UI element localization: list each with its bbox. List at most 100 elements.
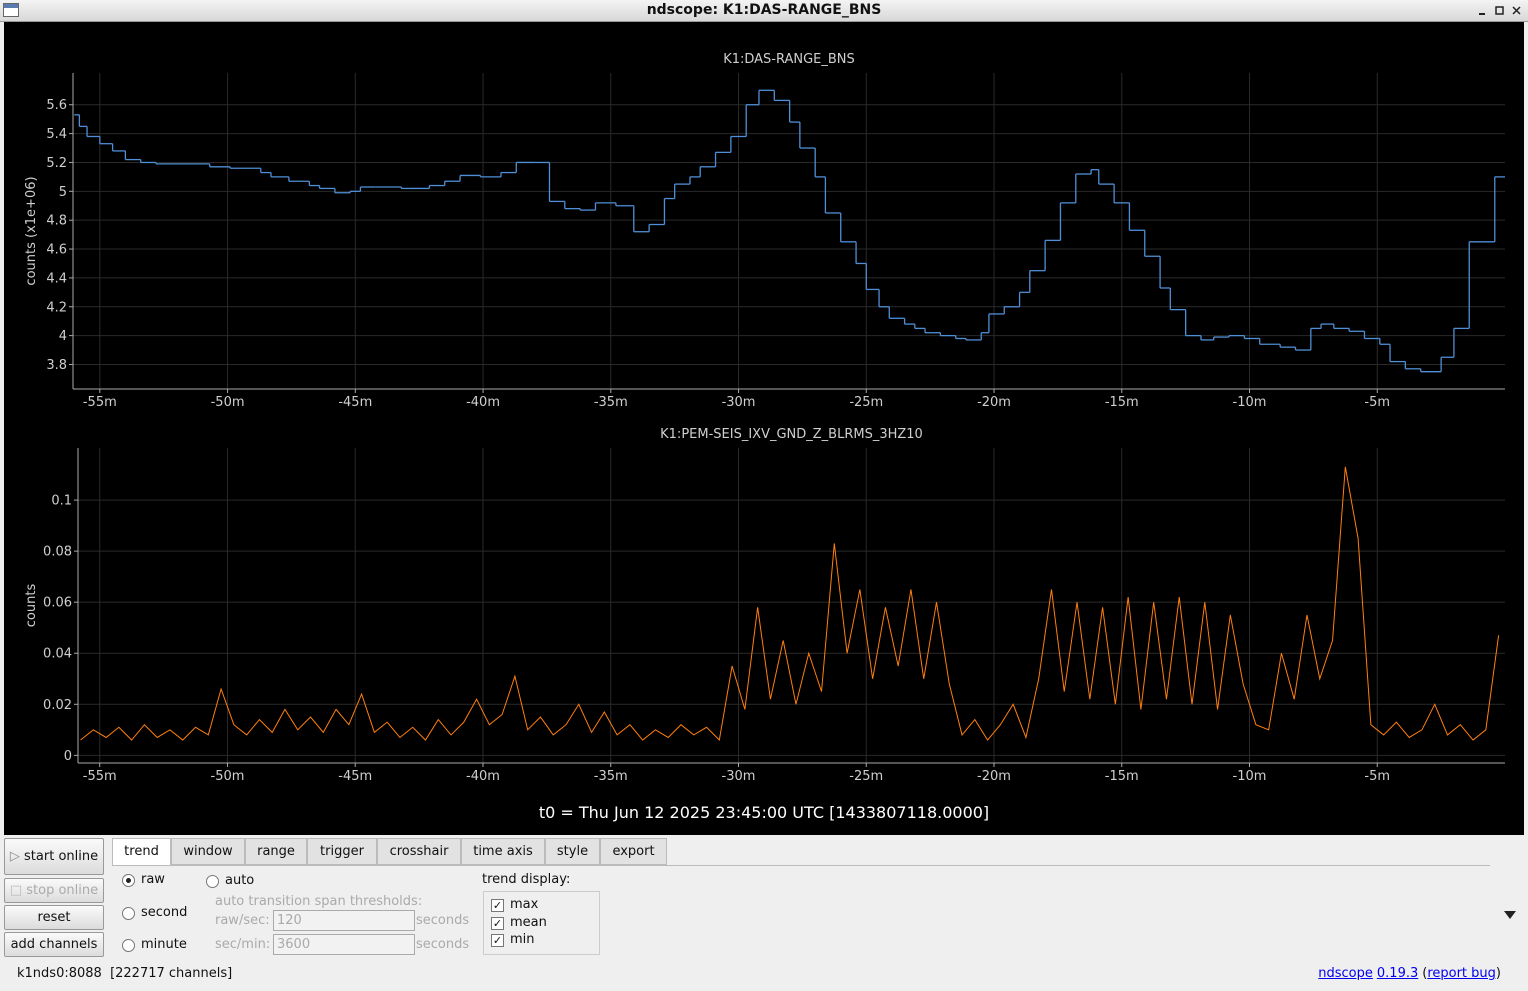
x-tick-label: -45m xyxy=(338,395,372,410)
y-tick-label: 4.4 xyxy=(46,271,67,286)
tab[interactable]: window xyxy=(171,838,245,865)
threshold-input[interactable]: 3600 xyxy=(273,934,415,955)
tab[interactable]: export xyxy=(600,838,667,865)
x-tick-label: -40m xyxy=(466,769,500,784)
tab[interactable]: time axis xyxy=(461,838,545,865)
y-tick-label: 0.1 xyxy=(51,494,72,509)
y-tick-label: 4.6 xyxy=(46,243,67,258)
x-tick-label: -5m xyxy=(1364,769,1390,784)
trend-display-box xyxy=(483,891,600,955)
y-tick-label: 0 xyxy=(64,749,72,764)
x-tick-label: -20m xyxy=(977,395,1011,410)
link[interactable]: 0.19.3 xyxy=(1376,966,1419,981)
about-line: ndscope 0.19.3 (report bug) xyxy=(1318,966,1501,981)
x-tick-label: -15m xyxy=(1105,769,1139,784)
window-title: ndscope: K1:DAS-RANGE_BNS xyxy=(646,2,882,18)
threshold-label: raw/sec: xyxy=(215,913,270,928)
x-tick-label: -15m xyxy=(1105,395,1139,410)
checkbox[interactable]: ✓ xyxy=(491,917,504,930)
y-tick-label: 4 xyxy=(59,329,67,344)
y-tick-label: 5 xyxy=(59,185,67,200)
expand-arrow[interactable] xyxy=(1503,910,1517,920)
x-tick-label: -35m xyxy=(594,395,628,410)
about-text: ( xyxy=(1422,966,1428,981)
x-tick-label: -10m xyxy=(1233,769,1267,784)
status-text: k1nds0:8088 [222717 channels] xyxy=(17,966,233,981)
x-tick-label: -50m xyxy=(211,769,245,784)
radio-label: raw xyxy=(141,872,165,887)
tab[interactable]: range xyxy=(245,838,307,865)
y-tick-label: 0.06 xyxy=(43,596,72,611)
window-icon xyxy=(3,3,19,17)
plot-title: K1:DAS-RANGE_BNS xyxy=(723,52,855,67)
x-tick-label: -50m xyxy=(211,395,245,410)
radio[interactable] xyxy=(206,875,219,888)
t0-label: t0 = Thu Jun 12 2025 23:45:00 UTC [14338… xyxy=(539,803,989,822)
threshold-input[interactable]: 120 xyxy=(273,910,415,931)
x-tick-label: -35m xyxy=(594,769,628,784)
x-tick-label: -25m xyxy=(849,395,883,410)
y-tick-label: 4.8 xyxy=(46,214,67,229)
checkbox[interactable]: ✓ xyxy=(491,934,504,947)
button-label: add channels xyxy=(10,937,98,952)
threshold-unit: seconds xyxy=(416,913,470,928)
x-tick-label: -10m xyxy=(1233,395,1267,410)
tab[interactable]: trend xyxy=(112,838,171,865)
tab[interactable]: crosshair xyxy=(377,838,461,865)
y-axis-label: counts (x1e+06) xyxy=(24,176,39,285)
y-tick-label: 5.2 xyxy=(46,156,67,171)
tab-rule xyxy=(112,865,1490,866)
y-tick-label: 5.6 xyxy=(46,98,67,113)
link[interactable]: ndscope xyxy=(1318,966,1373,981)
radio-label: minute xyxy=(141,937,187,952)
x-tick-label: -30m xyxy=(722,769,756,784)
radio-label: second xyxy=(141,905,188,920)
trend-display-title: trend display: xyxy=(482,872,571,887)
y-tick-label: 0.08 xyxy=(43,545,72,560)
x-tick-label: -5m xyxy=(1364,395,1390,410)
threshold-unit: seconds xyxy=(416,937,470,952)
checkbox-label: mean xyxy=(510,915,547,930)
radio[interactable] xyxy=(122,907,135,920)
checkbox-label: max xyxy=(510,897,539,912)
reset-button[interactable]: reset xyxy=(4,905,104,930)
y-tick-label: 0.02 xyxy=(43,698,72,713)
x-tick-label: -55m xyxy=(83,769,117,784)
stop-online-button[interactable]: □ stop online xyxy=(4,878,104,903)
button-label: start online xyxy=(24,849,99,864)
x-tick-label: -45m xyxy=(338,769,372,784)
y-tick-label: 5.4 xyxy=(46,127,67,142)
add-channels-button[interactable]: add channels xyxy=(4,932,104,957)
step-riser xyxy=(78,90,1496,372)
x-tick-label: -55m xyxy=(83,395,117,410)
checkbox[interactable]: ✓ xyxy=(491,899,504,912)
button-label: reset xyxy=(37,910,71,925)
x-tick-label: -20m xyxy=(977,769,1011,784)
checkbox-label: min xyxy=(510,932,535,947)
x-tick-label: -25m xyxy=(849,769,883,784)
plot-area: t0 = Thu Jun 12 2025 23:45:00 UTC [14338… xyxy=(4,22,1524,835)
radio-label: auto xyxy=(225,873,255,888)
tab[interactable]: trigger xyxy=(307,838,377,865)
y-tick-label: 3.8 xyxy=(46,358,67,373)
plot-background xyxy=(4,22,1524,835)
title-bar: ndscope: K1:DAS-RANGE_BNS xyxy=(0,0,1528,22)
radio[interactable] xyxy=(122,939,135,952)
button-label: stop online xyxy=(26,883,99,898)
y-tick-label: 4.2 xyxy=(46,300,67,315)
data-line xyxy=(80,466,1500,742)
tab[interactable]: style xyxy=(545,838,600,865)
y-axis-label: counts xyxy=(24,584,39,628)
about-text: ) xyxy=(1495,966,1501,981)
thresholds-title: auto transition span thresholds: xyxy=(215,894,423,909)
threshold-label: sec/min: xyxy=(215,937,271,952)
x-tick-label: -40m xyxy=(466,395,500,410)
plot-title: K1:PEM-SEIS_IXV_GND_Z_BLRMS_3HZ10 xyxy=(660,427,923,442)
y-tick-label: 0.04 xyxy=(43,647,72,662)
x-tick-label: -30m xyxy=(722,395,756,410)
start-online-button[interactable]: ▷ start online xyxy=(4,838,104,875)
window-controls[interactable] xyxy=(1476,4,1524,18)
link[interactable]: report bug xyxy=(1427,966,1496,981)
radio[interactable] xyxy=(122,874,135,887)
